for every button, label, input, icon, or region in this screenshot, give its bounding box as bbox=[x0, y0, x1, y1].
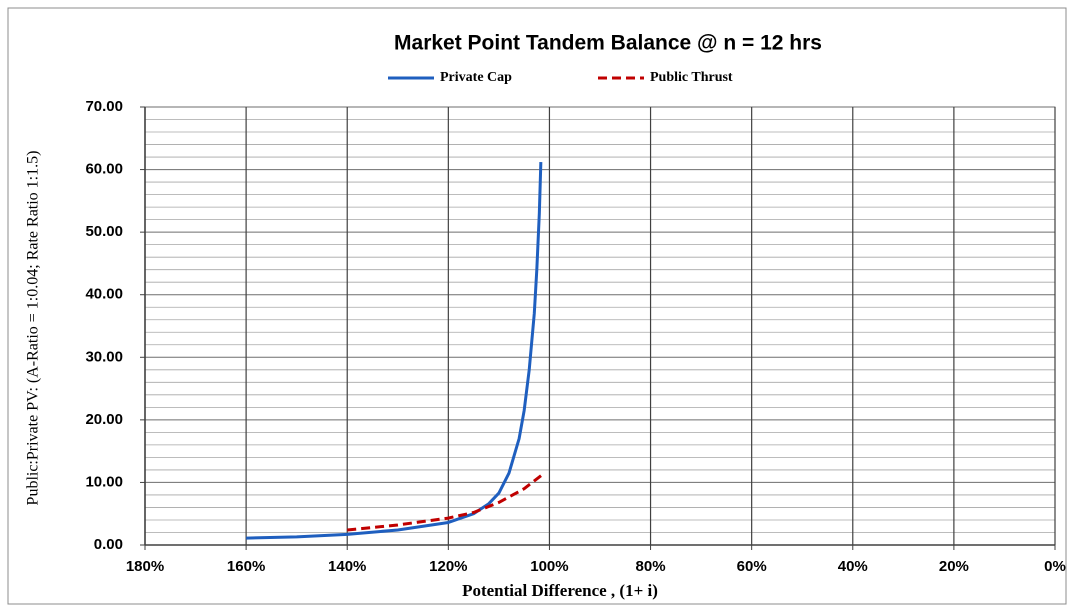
legend-label: Private Cap bbox=[440, 70, 512, 85]
x-tick-label: 160% bbox=[227, 558, 265, 575]
legend: Private Cap Public Thrust bbox=[388, 70, 733, 85]
plot-area bbox=[144, 106, 1056, 546]
x-tick-label: 0% bbox=[1044, 558, 1066, 575]
x-tick-label: 140% bbox=[328, 558, 366, 575]
series-line bbox=[347, 471, 546, 532]
y-tick-label: 60.00 bbox=[85, 161, 123, 178]
x-tick-label: 120% bbox=[429, 558, 467, 575]
x-tick-label: 40% bbox=[838, 558, 868, 575]
x-axis-label: Potential Difference , (1+ i) bbox=[462, 581, 658, 600]
x-tick-label: 60% bbox=[737, 558, 767, 575]
x-tick-label: 80% bbox=[636, 558, 666, 575]
y-tick-label: 20.00 bbox=[85, 411, 123, 428]
x-tick-label: 180% bbox=[126, 558, 164, 575]
y-tick-label: 0.00 bbox=[94, 536, 123, 553]
legend-label: Public Thrust bbox=[650, 70, 733, 85]
y-tick-label: 30.00 bbox=[85, 348, 123, 365]
x-tick-label: 20% bbox=[939, 558, 969, 575]
x-tick-label: 100% bbox=[530, 558, 568, 575]
y-tick-label: 70.00 bbox=[85, 98, 123, 115]
chart-title: Market Point Tandem Balance @ n = 12 hrs bbox=[394, 32, 822, 55]
y-tick-label: 40.00 bbox=[85, 286, 123, 303]
series-line bbox=[246, 162, 543, 540]
y-tick-label: 10.00 bbox=[85, 473, 123, 490]
y-tick-label: 50.00 bbox=[85, 223, 123, 240]
y-axis-label: Public:Private PV: (A-Ratio = 1:0.04; Ra… bbox=[25, 151, 42, 506]
